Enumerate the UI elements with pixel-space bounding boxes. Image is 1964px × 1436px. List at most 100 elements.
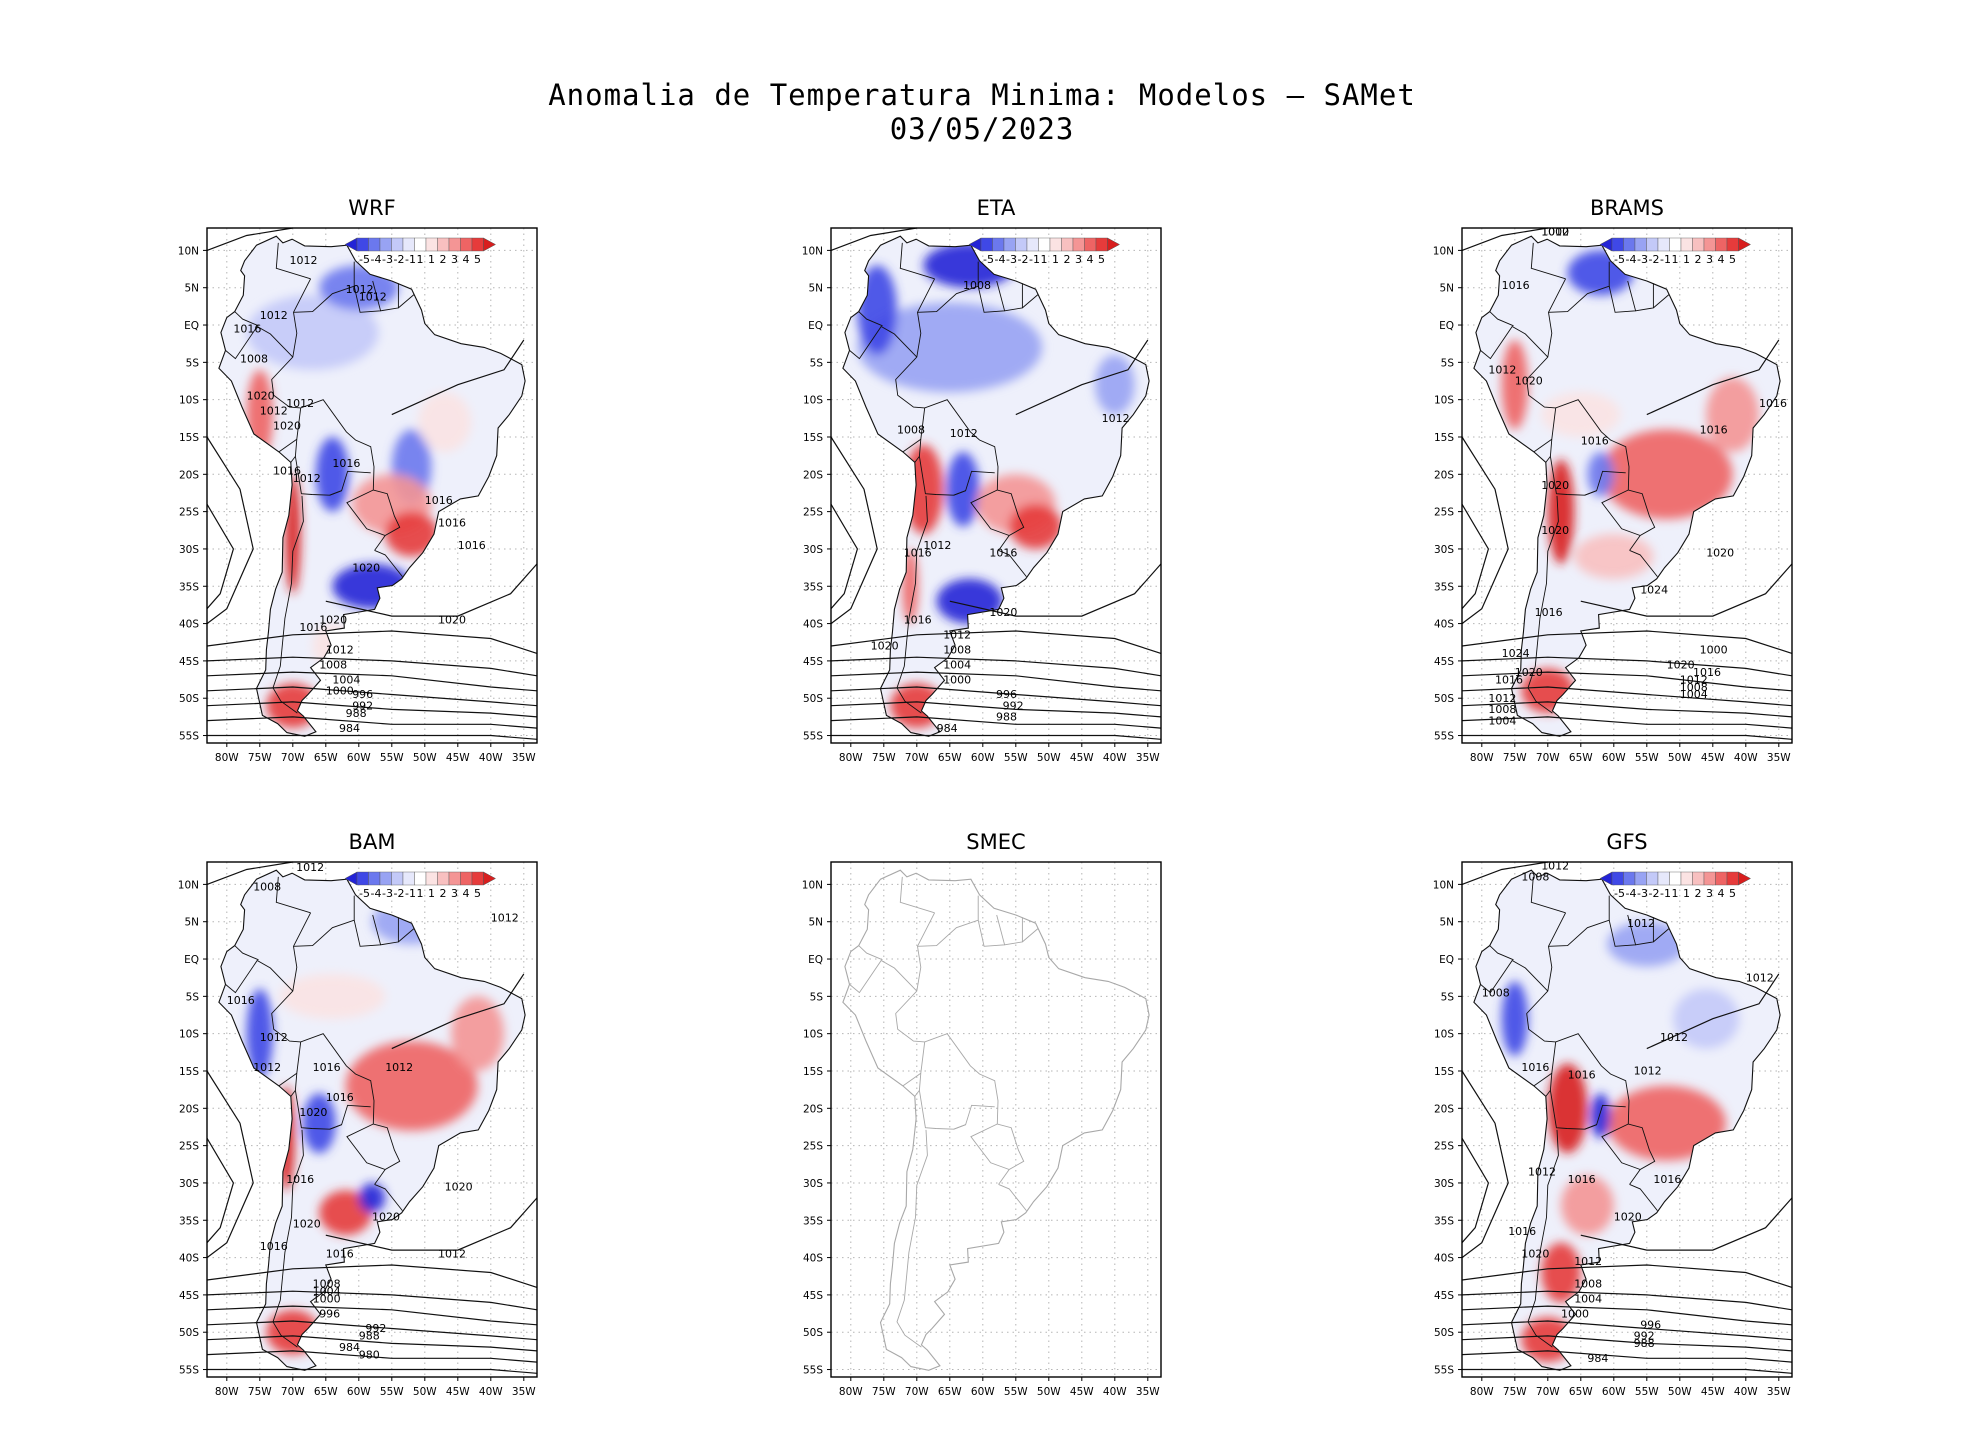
isobar-line xyxy=(1461,436,1509,625)
lat-tick-label: 40S xyxy=(179,1253,199,1265)
isobar-line xyxy=(1646,339,1780,416)
lat-tick-label: 55S xyxy=(179,731,199,743)
colorbar-label: -1 xyxy=(405,887,416,900)
lon-tick-label: 80W xyxy=(1470,752,1494,764)
isobar-label: 1020 xyxy=(1541,524,1569,537)
isobar-label: 1020 xyxy=(352,561,380,574)
lon-tick-label: 60W xyxy=(1602,752,1626,764)
isobar-label: 1000 xyxy=(1700,643,1728,656)
isobar-label: 1012 xyxy=(1541,226,1569,238)
lat-tick-label: 10S xyxy=(179,1029,199,1041)
lat-tick-label: 40S xyxy=(179,619,199,631)
colorbar-label: -1 xyxy=(1029,253,1040,266)
lat-tick-label: EQ xyxy=(184,320,199,332)
colorbar-label: 5 xyxy=(474,887,481,900)
lat-tick-label: 15S xyxy=(179,1066,199,1078)
colorbar-label: 3 xyxy=(1075,253,1082,266)
isobar-line xyxy=(206,503,235,610)
isobar-line xyxy=(206,1264,538,1288)
colorbar-label: -4 xyxy=(995,253,1006,266)
colorbar-label: -5 xyxy=(359,887,370,900)
lon-tick-label: 55W xyxy=(1004,752,1028,764)
lon-tick-label: 60W xyxy=(971,752,995,764)
isobar-label: 1016 xyxy=(1535,606,1563,619)
isobar-label: 1008 xyxy=(1488,703,1516,716)
lat-tick-label: 45S xyxy=(803,656,823,668)
isobar-line xyxy=(1461,1335,1793,1352)
lat-tick-label: 15S xyxy=(803,432,823,444)
lat-tick-label: 30S xyxy=(803,1178,823,1190)
lon-tick-label: 40W xyxy=(479,1386,503,1398)
isobar-label: 1008 xyxy=(1574,1277,1602,1290)
isobar-label: 1012 xyxy=(385,1061,413,1074)
isobar-line xyxy=(830,656,1162,677)
lat-tick-label: 15S xyxy=(1434,1066,1454,1078)
isobar-label: 1020 xyxy=(372,1210,400,1223)
isobar-label: 1004 xyxy=(1574,1292,1602,1305)
isobar-line xyxy=(1461,630,1793,654)
isobar-label: 1008 xyxy=(1521,871,1549,884)
panel-title-gfs: GFS xyxy=(1606,830,1648,854)
isobar-label: 1020 xyxy=(1667,658,1695,671)
isobar-label: 1012 xyxy=(1574,1255,1602,1268)
lat-tick-label: 5N xyxy=(808,917,823,929)
colorbar-label: 4 xyxy=(1718,253,1725,266)
lat-tick-label: 5N xyxy=(184,917,199,929)
isobar-label: 1012 xyxy=(943,629,971,642)
isobar-line xyxy=(206,686,538,707)
isobar-label: 1016 xyxy=(227,994,255,1007)
isobar-line xyxy=(206,1320,538,1341)
lat-tick-label: 5S xyxy=(810,357,824,369)
lon-tick-label: 40W xyxy=(1734,1386,1758,1398)
lon-tick-label: 50W xyxy=(1037,1386,1061,1398)
isobar-line xyxy=(206,436,254,625)
lat-tick-label: 50S xyxy=(803,1327,823,1339)
isobar-label: 1000 xyxy=(1541,226,1569,238)
colorbar-label: -5 xyxy=(983,253,994,266)
lon-tick-label: 50W xyxy=(1037,752,1061,764)
colorbar-label: 1 xyxy=(1041,253,1048,266)
colorbar-label: -5 xyxy=(1614,253,1625,266)
lon-tick-label: 35W xyxy=(1767,752,1791,764)
colorbar: -5 -4 -3 -2 -1 1 1 2 3 4 5 xyxy=(344,237,497,266)
figure-title: Anomalia de Temperatura Minima: Modelos … xyxy=(548,78,1416,112)
colorbar-label: -5 xyxy=(359,253,370,266)
colorbar-label: 5 xyxy=(1729,253,1736,266)
lat-tick-label: 45S xyxy=(179,656,199,668)
lon-tick-label: 45W xyxy=(1701,752,1725,764)
lon-tick-label: 70W xyxy=(905,752,929,764)
lat-tick-label: 25S xyxy=(803,1141,823,1153)
lat-tick-label: 35S xyxy=(179,581,199,593)
isobar-label: 996 xyxy=(996,688,1017,701)
isobar-line xyxy=(206,656,538,677)
lon-tick-label: 70W xyxy=(281,752,305,764)
lat-tick-label: 5S xyxy=(1441,991,1455,1003)
lat-tick-label: 10N xyxy=(802,245,823,257)
isobar-line xyxy=(1461,227,1548,251)
lon-tick-label: 60W xyxy=(347,1386,371,1398)
lat-tick-label: 10S xyxy=(803,1029,823,1041)
grid xyxy=(831,862,1161,1377)
isobar-label: 980 xyxy=(359,1348,380,1361)
map-panel-bam: 1012 1008 1012 1016 1012 1012 1016 1012 1020 1016… xyxy=(178,861,538,1398)
lon-tick-label: 35W xyxy=(512,1386,536,1398)
isobar-label: 1004 xyxy=(332,673,360,686)
lat-tick-label: 30S xyxy=(1434,544,1454,556)
colorbar-label: 4 xyxy=(463,887,470,900)
lat-tick-label: 50S xyxy=(1434,1327,1454,1339)
isobar-line xyxy=(1462,1368,1793,1374)
lon-tick-label: 60W xyxy=(971,1386,995,1398)
isobar-label: 1016 xyxy=(326,1091,354,1104)
lat-tick-label: 25S xyxy=(1434,507,1454,519)
lat-tick-label: 35S xyxy=(1434,581,1454,593)
isobar-label: 988 xyxy=(996,711,1017,724)
isobar-line xyxy=(1461,686,1793,707)
lat-tick-label: 55S xyxy=(803,1365,823,1377)
anomaly-field xyxy=(1473,236,1781,737)
colorbar-label: -2 xyxy=(1649,253,1660,266)
lat-tick-label: EQ xyxy=(808,954,823,966)
isobar-line xyxy=(206,630,538,654)
lat-tick-label: 10S xyxy=(179,395,199,407)
lon-tick-label: 50W xyxy=(1668,1386,1692,1398)
